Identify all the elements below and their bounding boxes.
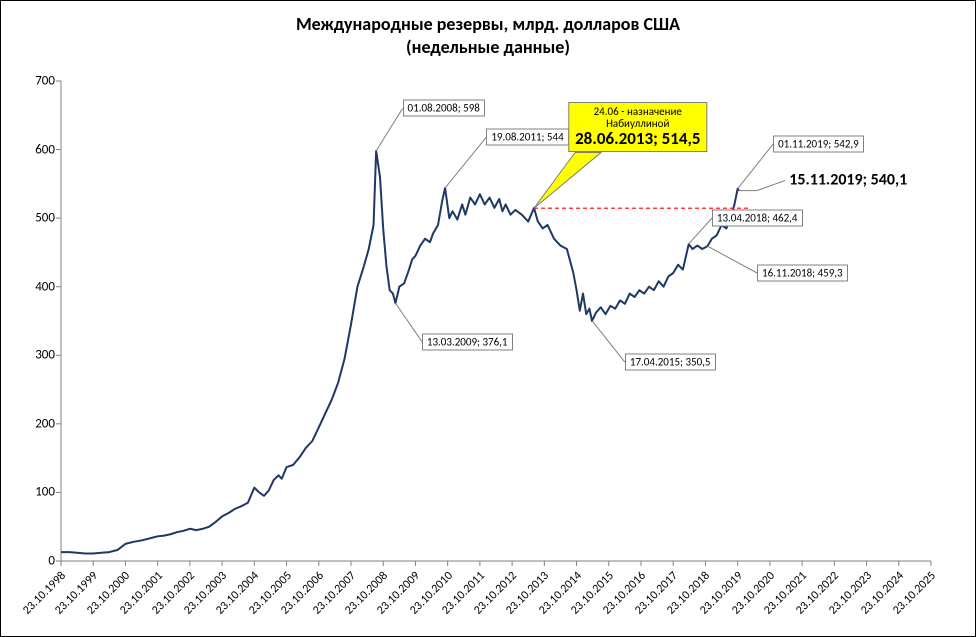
- chart-container: Международные резервы, млрд. долларов СШ…: [0, 0, 976, 637]
- highlight-line3: 28.06.2013; 514,5: [575, 130, 700, 149]
- highlight-callout: 24.06 - назначениеНабиуллиной28.06.2013;…: [568, 102, 707, 153]
- data-callout: 01.11.2019; 542,9: [773, 136, 864, 153]
- data-callout: 19.08.2011; 544: [486, 129, 568, 146]
- y-tick-label: 700: [35, 74, 55, 89]
- data-callout: 13.04.2018; 462,4: [712, 210, 803, 227]
- y-tick-label: 600: [35, 142, 55, 157]
- chart-title: Международные резервы, млрд. долларов СШ…: [1, 13, 975, 58]
- y-tick-label: 200: [35, 416, 55, 431]
- title-line2: (недельные данные): [406, 36, 570, 58]
- data-callout: 13.03.2009; 376,1: [422, 333, 513, 350]
- data-callout: 01.08.2008; 598: [403, 100, 485, 117]
- y-tick-label: 300: [35, 348, 55, 363]
- title-line1: Международные резервы, млрд. долларов СШ…: [296, 13, 680, 35]
- data-callout: 17.04.2015; 350,5: [625, 354, 716, 371]
- end-point-label: 15.11.2019; 540,1: [789, 171, 907, 190]
- plot-area: [61, 81, 931, 561]
- y-tick-label: 400: [35, 279, 55, 294]
- y-tick-label: 0: [48, 554, 55, 569]
- data-callout: 16.11.2018; 459,3: [757, 265, 848, 282]
- y-tick-label: 500: [35, 211, 55, 226]
- y-tick-label: 100: [35, 485, 55, 500]
